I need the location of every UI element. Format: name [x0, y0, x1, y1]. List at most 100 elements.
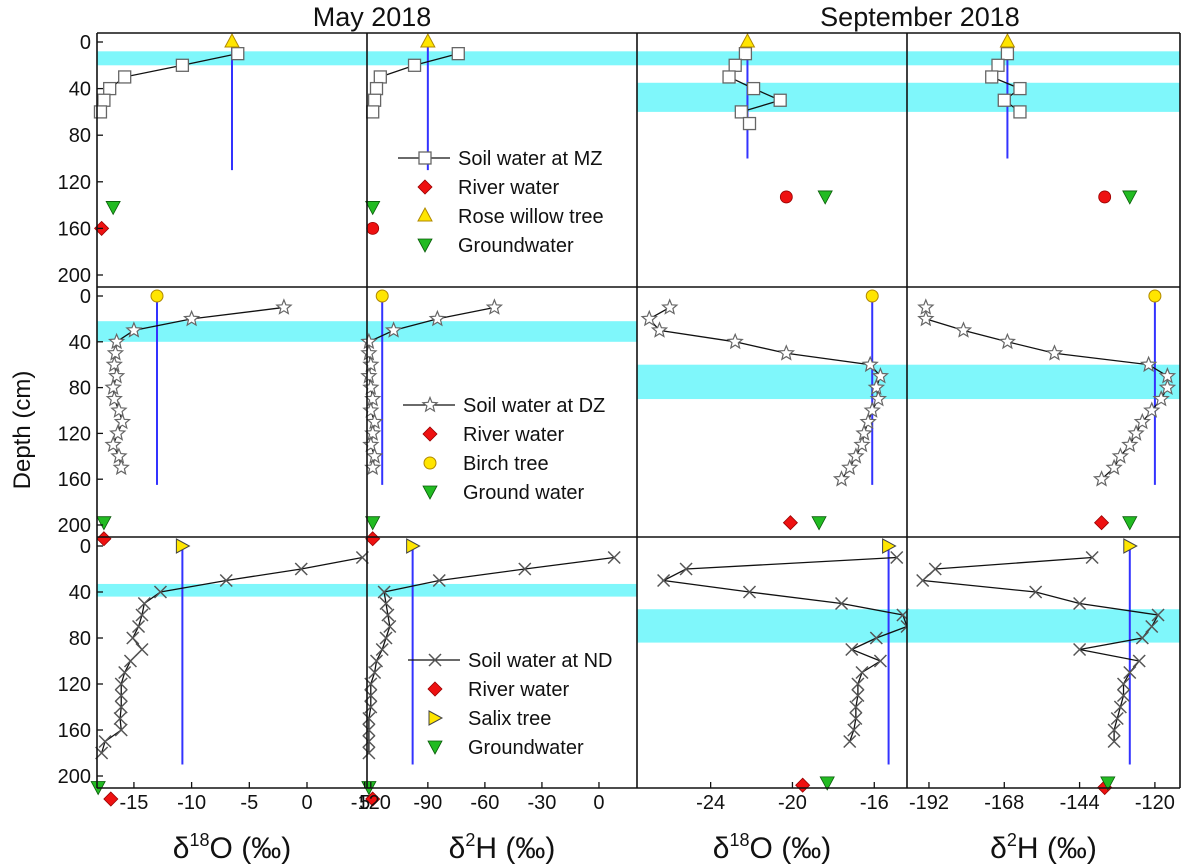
legend-label: Groundwater: [458, 235, 574, 257]
soil-water-point: [110, 401, 128, 418]
x-axis-label: δ2H (‰): [990, 830, 1097, 865]
soil-water-point: [375, 642, 389, 657]
soil-water-point: [1152, 390, 1170, 407]
soil-water-point: [365, 412, 384, 430]
soil-water-point: [175, 58, 190, 72]
soil-water-point: [849, 711, 863, 726]
river-water-marker: [103, 791, 119, 807]
soil-water-point: [105, 355, 123, 373]
soil-water-point: [1111, 447, 1130, 464]
groundwater-marker: [365, 516, 381, 531]
soil-water-point: [126, 631, 140, 645]
groundwater-marker: [365, 201, 381, 216]
y-tick-label: 160: [58, 469, 91, 491]
soil-water-point: [916, 573, 930, 588]
soil-water-point: [1045, 344, 1064, 361]
soil-water-point: [1123, 665, 1137, 680]
x-axis-label-symbol: δ: [713, 832, 730, 865]
soil-water-point: [110, 447, 128, 464]
water-uptake-band: [637, 609, 907, 643]
soil-water-point: [118, 70, 132, 84]
soil-water-point: [679, 562, 693, 576]
soil-water-point: [746, 81, 761, 96]
legend-label: Rose willow tree: [458, 206, 604, 228]
x-tick-label: -30: [527, 792, 556, 814]
panel-ND-d18O-may: [90, 538, 369, 807]
soil-water-point: [890, 550, 904, 565]
soil-water-point: [365, 447, 384, 464]
river-water-marker: [365, 791, 381, 807]
soil-water-point: [1107, 723, 1121, 737]
y-tick-label: 160: [58, 218, 91, 240]
soil-water-point: [928, 562, 942, 576]
soil-water-point: [869, 390, 888, 407]
soil-water-point: [103, 81, 117, 96]
water-uptake-band: [367, 51, 637, 66]
soil-water-point: [832, 470, 851, 487]
soil-water-point: [859, 412, 877, 430]
tree-marker: [1148, 289, 1162, 303]
soil-water-point: [917, 309, 935, 327]
y-tick-label: 160: [58, 720, 91, 742]
y-tick-label: 80: [69, 125, 91, 147]
soil-water-point: [843, 734, 857, 749]
groundwater-marker: [817, 190, 833, 205]
soil-water-point: [849, 700, 863, 714]
soil-water-point: [107, 332, 126, 350]
tree-marker: [739, 32, 756, 48]
tree-marker: [224, 32, 240, 48]
y-tick-label: 0: [80, 536, 91, 558]
soil-water-point: [104, 435, 122, 453]
y-tick-label: 120: [58, 674, 91, 696]
title-september: September 2018: [820, 2, 1020, 32]
soil-water-point: [1105, 458, 1123, 476]
soil-water-point: [114, 677, 128, 691]
soil-water-point: [998, 332, 1017, 350]
panel-DZ-d2H-may: [360, 289, 637, 547]
soil-water-point: [1092, 470, 1111, 487]
soil-water-point: [432, 573, 446, 588]
soil-water-point: [1151, 608, 1165, 622]
soil-water-point: [1073, 596, 1087, 611]
soil-water-point: [835, 596, 849, 611]
legend-square-marker: [418, 151, 432, 165]
river-water-marker: [795, 777, 811, 793]
soil-water-line: [661, 556, 908, 742]
tree-marker: [150, 289, 164, 303]
soil-water-point: [485, 298, 504, 315]
soil-water-point: [1132, 654, 1146, 668]
soil-water-point: [182, 309, 201, 327]
legend-row-1: Soil water at MZ River water Rose willow t…: [398, 148, 604, 257]
x-tick-label: -10: [177, 792, 206, 814]
river-water-marker: [365, 531, 381, 547]
x-axis-label-superscript: 18: [730, 830, 750, 850]
soil-water-point: [381, 608, 395, 622]
y-tick-label: 80: [69, 378, 91, 400]
soil-water-point: [661, 298, 679, 315]
soil-water-point: [360, 366, 378, 384]
soil-water-point: [1116, 688, 1131, 703]
legend-label: Groundwater: [468, 737, 584, 759]
tree-marker: [1123, 538, 1138, 554]
soil-water-point: [106, 344, 125, 361]
legend-label: Soil water at DZ: [463, 395, 605, 417]
soil-water-point: [407, 58, 422, 72]
soil-water-point: [362, 378, 380, 396]
x-tick-label: -192: [909, 792, 949, 814]
groundwater-marker: [819, 776, 835, 791]
soil-water-point: [728, 58, 742, 72]
legend-triangle-right-marker: [428, 710, 444, 726]
x-tick-label: -120: [1135, 792, 1175, 814]
x-axis-label-symbol: δ: [173, 832, 190, 865]
soil-water-point: [114, 723, 128, 737]
legend-row-3: Soil water at ND River water Salix tree Gro…: [408, 650, 613, 759]
water-uptake-band: [637, 364, 907, 400]
x-tick-label: 0: [593, 792, 604, 814]
legend-circle-marker: [423, 456, 437, 470]
x-axis-label-superscript: 2: [1007, 830, 1017, 850]
soil-water-point: [112, 458, 130, 476]
tree-marker: [882, 538, 897, 554]
soil-water-point: [379, 596, 393, 611]
tree-marker: [420, 32, 436, 48]
